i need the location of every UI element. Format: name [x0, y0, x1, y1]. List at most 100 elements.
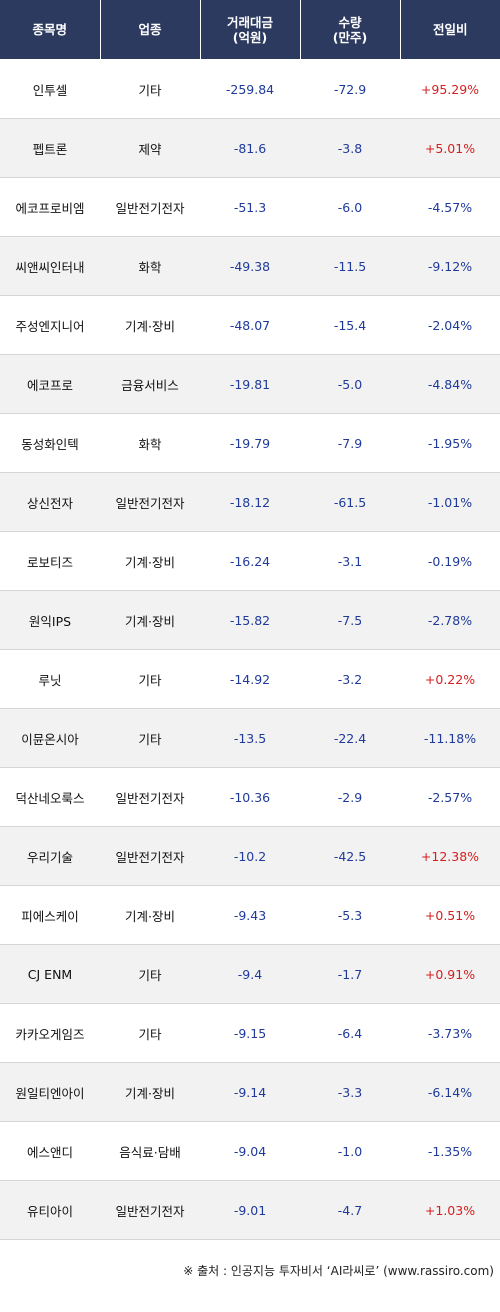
stock-name-cell: 덕산네오룩스 — [0, 767, 100, 827]
change-rate-cell: -2.78% — [400, 590, 500, 650]
volume-cell: -15.4 — [300, 295, 400, 355]
trade-amount-cell: -49.38 — [200, 236, 300, 296]
change-rate-cell: -11.18% — [400, 708, 500, 768]
change-rate-cell: -6.14% — [400, 1062, 500, 1122]
trade-amount-cell: -18.12 — [200, 472, 300, 532]
header-sector: 업종 — [99, 0, 200, 60]
change-rate-cell: -3.73% — [400, 1003, 500, 1063]
volume-cell: -4.7 — [300, 1180, 400, 1240]
table-row: 이뮨온시아 기타 -13.5 -22.4 -11.18% — [0, 708, 500, 768]
sector-cell: 일반전기전자 — [100, 472, 200, 532]
stock-name-cell: 피에스케이 — [0, 885, 100, 945]
trade-amount-cell: -10.2 — [200, 826, 300, 886]
table-row: 유티아이 일반전기전자 -9.01 -4.7 +1.03% — [0, 1180, 500, 1240]
sector-cell: 기타 — [100, 708, 200, 768]
sector-cell: 기계·장비 — [100, 531, 200, 591]
header-volume-label: 수량 — [338, 14, 362, 30]
volume-cell: -3.8 — [300, 118, 400, 178]
trade-amount-cell: -9.15 — [200, 1003, 300, 1063]
stock-name-cell: 이뮨온시아 — [0, 708, 100, 768]
change-rate-cell: -4.57% — [400, 177, 500, 237]
sector-cell: 기타 — [100, 1003, 200, 1063]
stock-name-cell: 원익IPS — [0, 590, 100, 650]
stock-name-cell: 에스앤디 — [0, 1121, 100, 1181]
header-name: 종목명 — [0, 0, 100, 60]
header-amount-unit: (억원) — [232, 29, 268, 45]
stock-name-cell: 우리기술 — [0, 826, 100, 886]
table-row: 주성엔지니어 기계·장비 -48.07 -15.4 -2.04% — [0, 295, 500, 355]
table-row: 로보티즈 기계·장비 -16.24 -3.1 -0.19% — [0, 531, 500, 591]
volume-cell: -72.9 — [300, 59, 400, 119]
volume-cell: -5.3 — [300, 885, 400, 945]
change-rate-cell: -2.04% — [400, 295, 500, 355]
stock-name-cell: 펩트론 — [0, 118, 100, 178]
change-rate-cell: +1.03% — [400, 1180, 500, 1240]
volume-cell: -3.3 — [300, 1062, 400, 1122]
table-row: 에스앤디 음식료·담배 -9.04 -1.0 -1.35% — [0, 1121, 500, 1181]
volume-cell: -42.5 — [300, 826, 400, 886]
table-row: 원일티엔아이 기계·장비 -9.14 -3.3 -6.14% — [0, 1062, 500, 1122]
table-row: 펩트론 제약 -81.6 -3.8 +5.01% — [0, 118, 500, 178]
table-row: 우리기술 일반전기전자 -10.2 -42.5 +12.38% — [0, 826, 500, 886]
volume-cell: -1.7 — [300, 944, 400, 1004]
trade-amount-cell: -19.81 — [200, 354, 300, 414]
stock-table: 종목명 업종 거래대금 (억원) 수량 (만주) 전일비 인투셀 기타 -259.8… — [0, 0, 500, 1240]
change-rate-cell: +12.38% — [400, 826, 500, 886]
sector-cell: 기타 — [100, 944, 200, 1004]
header-amount-label: 거래대금 — [226, 14, 273, 30]
table-body: 인투셀 기타 -259.84 -72.9 +95.29% 펩트론 제약 -81.6 -3.8 +5… — [0, 59, 500, 1240]
sector-cell: 기계·장비 — [100, 590, 200, 650]
table-row: 에코프로 금융서비스 -19.81 -5.0 -4.84% — [0, 354, 500, 414]
sector-cell: 일반전기전자 — [100, 1180, 200, 1240]
stock-name-cell: 유티아이 — [0, 1180, 100, 1240]
sector-cell: 기계·장비 — [100, 1062, 200, 1122]
sector-cell: 음식료·담배 — [100, 1121, 200, 1181]
table-row: 인투셀 기타 -259.84 -72.9 +95.29% — [0, 59, 500, 119]
trade-amount-cell: -9.43 — [200, 885, 300, 945]
stock-name-cell: 카카오게임즈 — [0, 1003, 100, 1063]
volume-cell: -5.0 — [300, 354, 400, 414]
sector-cell: 일반전기전자 — [100, 177, 200, 237]
trade-amount-cell: -9.04 — [200, 1121, 300, 1181]
sector-cell: 화학 — [100, 236, 200, 296]
volume-cell: -7.5 — [300, 590, 400, 650]
change-rate-cell: -4.84% — [400, 354, 500, 414]
header-volume: 수량 (만주) — [299, 0, 400, 60]
trade-amount-cell: -10.36 — [200, 767, 300, 827]
trade-amount-cell: -9.01 — [200, 1180, 300, 1240]
trade-amount-cell: -9.14 — [200, 1062, 300, 1122]
trade-amount-cell: -13.5 — [200, 708, 300, 768]
sector-cell: 기타 — [100, 59, 200, 119]
change-rate-cell: +5.01% — [400, 118, 500, 178]
change-rate-cell: -0.19% — [400, 531, 500, 591]
volume-cell: -1.0 — [300, 1121, 400, 1181]
stock-name-cell: CJ ENM — [0, 944, 100, 1004]
stock-name-cell: 인투셀 — [0, 59, 100, 119]
volume-cell: -3.2 — [300, 649, 400, 709]
change-rate-cell: -9.12% — [400, 236, 500, 296]
stock-name-cell: 원일티엔아이 — [0, 1062, 100, 1122]
stock-name-cell: 주성엔지니어 — [0, 295, 100, 355]
table-row: 덕산네오룩스 일반전기전자 -10.36 -2.9 -2.57% — [0, 767, 500, 827]
sector-cell: 일반전기전자 — [100, 826, 200, 886]
volume-cell: -61.5 — [300, 472, 400, 532]
header-volume-unit: (만주) — [332, 29, 368, 45]
table-row: 씨앤씨인터내 화학 -49.38 -11.5 -9.12% — [0, 236, 500, 296]
sector-cell: 기계·장비 — [100, 295, 200, 355]
change-rate-cell: -2.57% — [400, 767, 500, 827]
source-note: ※ 출처 : 인공지능 투자비서 ‘AI라씨로’ (www.rassiro.co… — [183, 1264, 494, 1278]
change-rate-cell: -1.01% — [400, 472, 500, 532]
table-row: 원익IPS 기계·장비 -15.82 -7.5 -2.78% — [0, 590, 500, 650]
stock-name-cell: 상신전자 — [0, 472, 100, 532]
volume-cell: -7.9 — [300, 413, 400, 473]
table-row: 동성화인텍 화학 -19.79 -7.9 -1.95% — [0, 413, 500, 473]
stock-name-cell: 에코프로 — [0, 354, 100, 414]
change-rate-cell: -1.95% — [400, 413, 500, 473]
trade-amount-cell: -16.24 — [200, 531, 300, 591]
sector-cell: 기타 — [100, 649, 200, 709]
trade-amount-cell: -51.3 — [200, 177, 300, 237]
header-row: 종목명 업종 거래대금 (억원) 수량 (만주) 전일비 — [0, 0, 500, 60]
volume-cell: -2.9 — [300, 767, 400, 827]
header-change-label: 전일비 — [432, 22, 468, 37]
